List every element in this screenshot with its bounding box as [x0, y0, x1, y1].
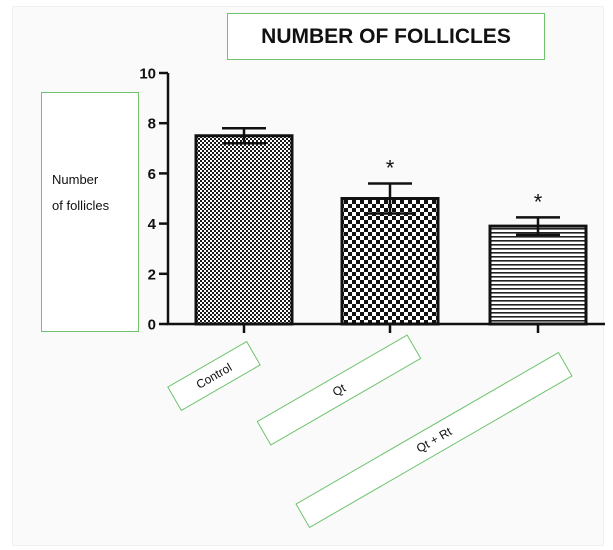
y-tick-label: 0 [148, 317, 156, 334]
y-tick-label: 10 [139, 66, 156, 83]
y-tick-label: 8 [148, 116, 156, 133]
y-tick-label: 4 [148, 216, 157, 233]
bar-qt-rt [488, 224, 588, 326]
significance-marker: * [386, 155, 395, 180]
plot-area: 0 2 4 6 8 10 * * [139, 66, 605, 334]
bar-control [194, 134, 294, 326]
y-axis-label-line-1: Number [52, 172, 99, 187]
y-tick-label: 2 [148, 266, 156, 283]
y-axis-label: Number of follicles [52, 167, 138, 219]
y-axis-label-line-2: of follicles [52, 198, 110, 213]
y-tick-label: 6 [148, 166, 156, 183]
y-axis-label-box: Number of follicles [41, 92, 139, 332]
chart-title: NUMBER OF FOLLICLES [227, 13, 545, 60]
significance-marker: * [534, 189, 543, 214]
bar-qt [340, 197, 440, 326]
